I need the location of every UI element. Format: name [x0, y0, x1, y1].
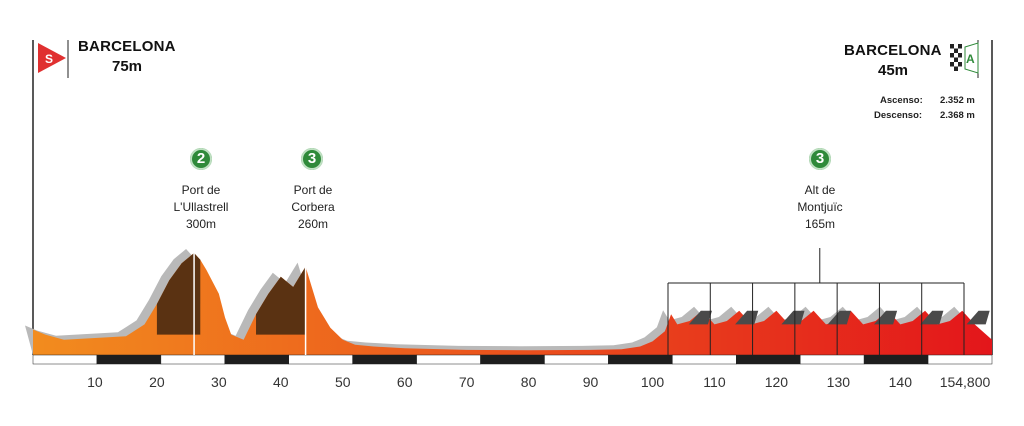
climb-name-line1: Port de: [293, 183, 333, 197]
distance-bar-segment: [736, 354, 801, 365]
climb-name: Alt de Montjuïc 165m: [785, 182, 855, 233]
checkered-flag-icon: [950, 44, 962, 71]
distance-bar-segment: [608, 354, 673, 365]
distance-bar-segment: [160, 354, 226, 365]
climb-name-line2: Montjuïc: [797, 200, 843, 214]
descent-label: Descenso:: [874, 110, 923, 121]
x-tick-label: 154,800: [939, 374, 991, 390]
distance-bar-segment: [863, 354, 929, 365]
checker-square: [958, 53, 962, 58]
climb-name: Port de L'Ullastrell 300m: [166, 182, 236, 233]
distance-bar-segment: [32, 354, 98, 365]
distance-bar-segment: [96, 354, 162, 365]
finish-altitude: 45m: [878, 62, 909, 79]
finish-flag-icon: [964, 42, 979, 74]
start-city: BARCELONA: [78, 38, 176, 55]
start-flag-letter: S: [45, 52, 53, 66]
distance-bar-segment: [672, 354, 737, 365]
checker-square: [950, 62, 954, 67]
checker-square: [954, 66, 958, 71]
ascent-label: Ascenso:: [880, 95, 923, 106]
x-tick-label: 140: [888, 374, 912, 390]
x-tick-label: 120: [764, 374, 789, 390]
climb-highlight: [256, 266, 306, 335]
start-flag-icon: [38, 43, 66, 73]
distance-bar-segment: [927, 354, 993, 365]
finish-flag-letter: A: [966, 52, 975, 66]
climb-category-badge: 2: [190, 148, 212, 170]
x-tick-label: 90: [582, 374, 599, 390]
montjuic-lap-climb: [688, 310, 712, 325]
x-tick-label: 30: [211, 374, 227, 390]
checker-square: [950, 44, 954, 49]
x-tick-label: 70: [458, 374, 475, 390]
checker-square: [954, 57, 958, 62]
finish-city: BARCELONA: [844, 42, 942, 59]
montjuic-lap-climb: [827, 310, 851, 325]
distance-bar-segment: [416, 354, 481, 365]
climb-highlight: [156, 253, 201, 335]
checker-square: [950, 53, 954, 58]
x-tick-label: 40: [273, 374, 289, 390]
x-tick-label: 60: [396, 374, 413, 390]
distance-bar-segment: [352, 354, 417, 365]
climb-category-badge: 3: [809, 148, 831, 170]
climb-markers: [193, 248, 307, 355]
x-tick-label: 20: [149, 374, 165, 390]
descent-value: 2.368 m: [940, 110, 975, 121]
start-altitude: 75m: [112, 58, 143, 75]
x-tick-label: 50: [334, 374, 351, 390]
climb-category-badge: 3: [301, 148, 323, 170]
x-tick-label: 130: [826, 374, 851, 390]
distance-bar-segment: [480, 354, 545, 365]
distance-bar-segment: [544, 354, 609, 365]
montjuic-lap-climb: [920, 310, 944, 325]
montjuic-bracket: [667, 248, 965, 355]
distance-bar-segment: [224, 354, 289, 365]
climb-altitude: 260m: [297, 217, 329, 231]
x-tick-label: 110: [703, 374, 726, 390]
distance-bar-segment: [799, 354, 865, 365]
ascent-value: 2.352 m: [940, 95, 975, 106]
distance-bar: [32, 354, 993, 365]
checker-square: [958, 62, 962, 67]
x-tick-label: 100: [640, 374, 665, 390]
climb-name-line1: Port de: [181, 183, 221, 197]
climb-name: Port de Corbera 260m: [278, 182, 348, 233]
climb-name-line2: Corbera: [291, 200, 335, 214]
x-tick-label: 10: [87, 374, 103, 390]
x-tick-label: 80: [520, 374, 537, 390]
checker-square: [958, 44, 962, 49]
distance-bar-segment: [288, 354, 353, 365]
climb-name-line2: L'Ullastrell: [173, 200, 229, 214]
montjuic-lap-climb: [781, 310, 805, 325]
climb-altitude: 300m: [185, 217, 217, 231]
climb-name-line1: Alt de: [804, 183, 836, 197]
climb-altitude: 165m: [804, 217, 836, 231]
checker-square: [954, 48, 958, 53]
montjuic-lap-climb: [966, 310, 990, 325]
